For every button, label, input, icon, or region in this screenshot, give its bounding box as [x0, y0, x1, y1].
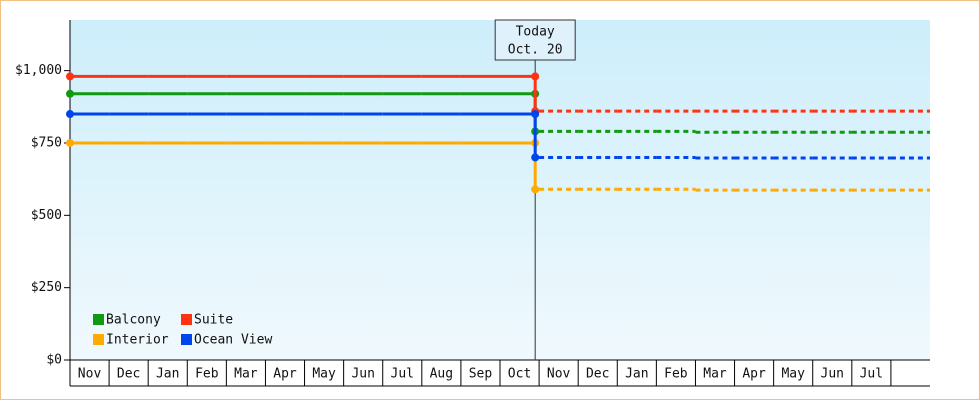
- point: [66, 89, 74, 98]
- x-tick-label: Jun: [821, 367, 844, 382]
- x-tick-label: Apr: [273, 367, 297, 382]
- x-tick-label: Jan: [625, 367, 648, 382]
- legend-label: Suite: [194, 313, 233, 328]
- x-tick-label: Feb: [195, 367, 219, 382]
- x-tick-label: Mar: [703, 367, 727, 382]
- x-tick-label: Nov: [547, 367, 571, 382]
- x-tick-label: Aug: [430, 367, 453, 382]
- x-tick-label: Apr: [742, 367, 766, 382]
- legend-swatch: [181, 334, 192, 345]
- today-box: [494, 19, 576, 61]
- point: [66, 72, 74, 81]
- legend-label: Ocean View: [194, 333, 272, 348]
- x-tick-label: Jan: [156, 367, 179, 382]
- today-label: Today: [516, 25, 555, 40]
- x-tick-label: May: [312, 367, 336, 382]
- legend-label: Balcony: [106, 313, 161, 328]
- y-tick-label: $250: [31, 280, 62, 295]
- x-tick-label: Feb: [664, 367, 688, 382]
- today-label: Oct. 20: [508, 43, 563, 58]
- y-tick-label: $750: [31, 135, 62, 150]
- x-tick-label: Sep: [469, 367, 493, 382]
- point: [531, 110, 540, 119]
- point: [531, 153, 540, 162]
- point: [531, 185, 540, 194]
- x-tick-label: May: [781, 367, 805, 382]
- legend-swatch: [93, 334, 104, 345]
- legend-swatch: [181, 314, 192, 325]
- x-tick-label: Nov: [78, 367, 102, 382]
- point: [531, 72, 540, 81]
- x-tick-label: Oct: [508, 367, 531, 382]
- x-tick-label: Jun: [351, 367, 374, 382]
- y-tick-label: $0: [46, 353, 62, 368]
- x-tick-label: Jul: [860, 367, 883, 382]
- legend-label: Interior: [106, 333, 169, 348]
- x-tick-label: Dec: [586, 367, 609, 382]
- point: [66, 138, 74, 147]
- x-tick-label: Dec: [117, 367, 140, 382]
- x-tick-label: Jul: [391, 367, 414, 382]
- point: [66, 110, 74, 119]
- legend-swatch: [93, 314, 104, 325]
- y-tick-label: $500: [31, 208, 62, 223]
- x-tick-label: Mar: [234, 367, 258, 382]
- y-tick-label: $1,000: [15, 63, 62, 78]
